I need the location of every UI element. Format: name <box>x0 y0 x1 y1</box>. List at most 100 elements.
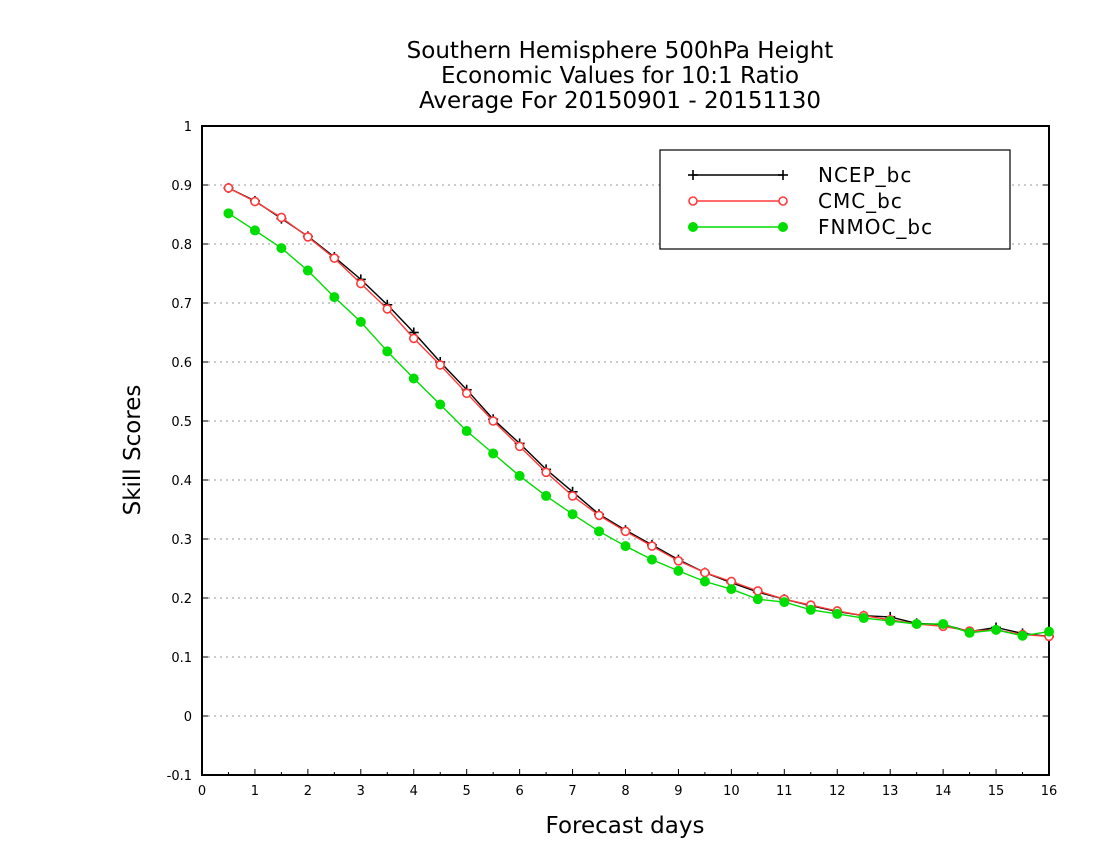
data-point <box>885 616 896 627</box>
data-point <box>461 426 472 437</box>
data-point <box>329 292 340 303</box>
series <box>223 182 1054 642</box>
legend-marker <box>778 222 788 232</box>
chart-title-line: Southern Hemisphere 500hPa Height <box>407 38 834 64</box>
x-axis-label: Forecast days <box>546 813 705 839</box>
data-point <box>726 584 737 595</box>
x-tick-label: 5 <box>463 784 471 799</box>
data-point <box>276 243 287 254</box>
x-tick-label: 9 <box>674 784 682 799</box>
y-tick-label: 0.5 <box>171 415 192 430</box>
series-line <box>228 187 1050 638</box>
y-tick-label: 0 <box>184 710 192 725</box>
data-point <box>620 526 631 537</box>
legend-box <box>659 149 1011 250</box>
x-tick-label: 1 <box>251 784 259 799</box>
data-point <box>673 556 684 566</box>
x-tick-label: 11 <box>776 784 793 799</box>
x-tick-label: 8 <box>621 784 629 799</box>
data-point <box>647 541 657 551</box>
x-tick-label: 7 <box>568 784 576 799</box>
legend-label: CMC_bc <box>818 189 903 213</box>
series-NCEP_bc <box>223 182 1054 642</box>
legend-label: FNMOC_bc <box>818 215 933 239</box>
data-point <box>435 399 446 410</box>
data-point <box>223 208 234 219</box>
data-point <box>620 541 631 552</box>
legend-label: NCEP_bc <box>818 163 912 187</box>
data-point <box>911 618 922 629</box>
data-point <box>753 586 763 596</box>
y-tick-label: 0.9 <box>171 179 192 194</box>
data-point <box>567 509 578 520</box>
data-point <box>991 624 1002 635</box>
y-tick-label: 0.1 <box>171 651 192 666</box>
data-point <box>408 373 419 384</box>
y-tick-label: 0.7 <box>171 297 192 312</box>
data-point <box>329 253 340 263</box>
data-point <box>461 388 472 399</box>
legend-marker <box>778 196 788 206</box>
data-point <box>356 278 366 289</box>
legend-marker <box>778 170 788 180</box>
data-point <box>938 618 949 629</box>
legend-entry: NCEP_bc <box>688 163 912 187</box>
y-axis-label: Skill Scores <box>120 385 146 516</box>
y-tick-label: 0.8 <box>171 238 192 253</box>
y-axis: -0.1 0 0.1 0.2 0.3 0.4 0.5 0.6 0.7 0.8 0.9 1 <box>167 120 1049 784</box>
data-point <box>408 333 419 344</box>
legend-marker <box>688 222 698 232</box>
chart-title: Southern Hemisphere 500hPa HeightEconomi… <box>407 38 834 114</box>
data-point <box>541 490 552 501</box>
data-point <box>594 510 604 521</box>
data-point <box>594 526 605 537</box>
data-point <box>779 597 790 608</box>
chart-title-line: Economic Values for 10:1 Ratio <box>441 63 799 89</box>
x-tick-label: 16 <box>1041 784 1058 799</box>
legend-entry: CMC_bc <box>688 189 903 213</box>
data-point <box>805 604 816 615</box>
x-tick-label: 10 <box>723 784 740 799</box>
chart-title-line: Average For 20150901 - 20151130 <box>419 88 821 114</box>
data-point <box>276 212 287 223</box>
data-point <box>700 567 710 578</box>
series-CMC_bc <box>223 183 1054 642</box>
data-point <box>355 316 366 327</box>
data-point <box>699 576 710 587</box>
x-tick-label: 6 <box>515 784 523 799</box>
x-tick-label: 14 <box>935 784 952 799</box>
y-tick-label: 0.4 <box>171 474 192 489</box>
x-tick-label: 3 <box>357 784 365 799</box>
x-axis: 0 1 2 3 4 5 6 7 8 9 10 11 12 13 14 15 16 <box>198 769 1057 799</box>
data-point <box>646 554 657 565</box>
data-point <box>964 627 975 638</box>
data-point <box>223 183 234 193</box>
data-point <box>541 467 551 478</box>
data-point <box>382 304 393 314</box>
data-point <box>488 416 498 426</box>
legend-entry: FNMOC_bc <box>688 215 933 239</box>
x-tick-label: 12 <box>829 784 846 799</box>
data-point <box>302 265 313 276</box>
series-line <box>228 212 1050 637</box>
x-tick-label: 13 <box>882 784 899 799</box>
y-tick-label: 0.2 <box>171 592 192 607</box>
data-point <box>303 232 313 242</box>
data-point <box>514 470 525 481</box>
y-tick-label: 0.6 <box>171 356 192 371</box>
x-tick-label: 0 <box>198 784 206 799</box>
data-point <box>832 608 843 619</box>
legend-marker <box>688 196 698 206</box>
gridlines <box>202 184 1049 717</box>
y-tick-label: 0.3 <box>171 533 192 548</box>
legend-marker <box>688 170 698 180</box>
data-point <box>514 441 525 452</box>
data-point <box>567 491 578 501</box>
data-point <box>673 565 684 576</box>
data-point <box>1044 626 1054 637</box>
data-point <box>858 613 869 624</box>
x-tick-label: 4 <box>410 784 418 799</box>
data-point <box>1017 630 1028 641</box>
data-point <box>435 360 446 370</box>
